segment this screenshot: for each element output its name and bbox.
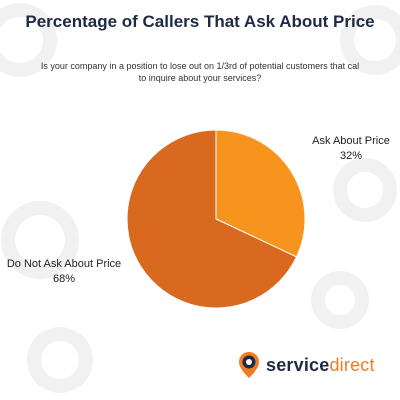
- logo-word-direct: direct: [329, 354, 375, 375]
- gear-icon: [0, 3, 57, 77]
- gear-icon: [311, 271, 369, 329]
- location-pin-icon: [239, 352, 259, 378]
- pie-slice-ask-about-price: [215, 129, 306, 258]
- gear-icon: [27, 327, 93, 393]
- logo-wordmark: servicedirect: [266, 355, 375, 376]
- servicedirect-logo: servicedirect: [238, 350, 375, 380]
- chart-title: Percentage of Callers That Ask About Pri…: [25, 12, 375, 31]
- slice-label-value: 32%: [339, 150, 363, 162]
- chart-subtitle: Is your company in a position to lose ou…: [40, 61, 360, 83]
- gear-icon: [1, 201, 79, 279]
- slice-label-name: Do Not Ask About Price: [6, 258, 122, 270]
- slice-label-do-not-ask-about-price: Do Not Ask About Price 68%: [0, 257, 128, 287]
- slice-label-value: 68%: [52, 273, 76, 285]
- logo-word-service: service: [266, 354, 330, 375]
- slice-label-name: Ask About Price: [312, 135, 390, 147]
- pie-slice-do-not-ask-about-price: [126, 129, 298, 309]
- slice-label-ask-about-price: Ask About Price 32%: [296, 134, 400, 164]
- gear-icon: [333, 158, 397, 222]
- gear-icon: [340, 5, 400, 75]
